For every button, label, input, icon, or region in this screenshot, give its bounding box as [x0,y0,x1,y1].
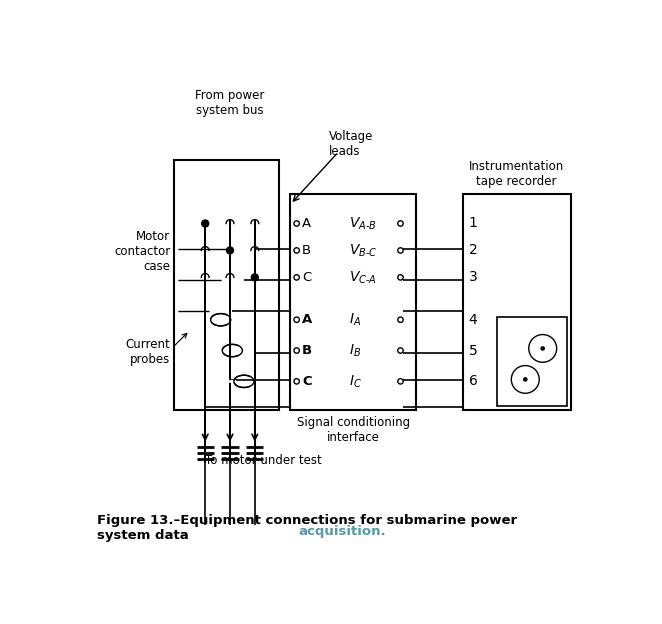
Bar [463,194,571,410]
Text: 3: 3 [469,270,477,285]
Bar [291,194,416,410]
Circle shape [398,275,403,280]
Text: acquisition.: acquisition. [298,525,386,539]
Circle shape [294,248,299,253]
Text: Instrumentation
tape recorder: Instrumentation tape recorder [469,160,565,188]
Text: B: B [302,344,312,357]
Text: 6: 6 [469,374,477,388]
Bar [497,318,567,406]
Circle shape [294,275,299,280]
Text: 2: 2 [469,243,477,258]
Circle shape [398,348,403,353]
Text: B: B [302,244,311,257]
Text: $V_{A\text{-}B}$: $V_{A\text{-}B}$ [349,215,376,232]
Text: $V_{B\text{-}C}$: $V_{B\text{-}C}$ [349,242,377,258]
Text: Signal conditioning
interface: Signal conditioning interface [297,416,410,444]
Text: Motor
contactor
case: Motor contactor case [114,230,170,273]
Text: $V_{C\text{-}A}$: $V_{C\text{-}A}$ [349,269,377,286]
Circle shape [252,274,258,281]
Circle shape [523,377,528,382]
Bar [174,160,279,410]
Text: $I_C$: $I_C$ [349,373,361,389]
Text: Figure 13.–Equipment connections for submarine power
system data: Figure 13.–Equipment connections for sub… [97,514,517,542]
Circle shape [294,348,299,353]
Text: C: C [302,271,311,284]
Text: To motor under test: To motor under test [205,454,322,467]
Circle shape [226,247,234,254]
Text: Voltage
leads: Voltage leads [329,130,373,158]
Circle shape [294,221,299,226]
Text: A: A [302,313,312,326]
Text: C: C [302,375,312,388]
Circle shape [202,220,209,227]
Text: 4: 4 [469,313,477,327]
Circle shape [398,379,403,384]
Circle shape [540,346,545,351]
Circle shape [398,221,403,226]
Circle shape [398,317,403,323]
Circle shape [398,248,403,253]
Text: From power
system bus: From power system bus [195,89,265,117]
Text: Current
probes: Current probes [126,338,170,366]
Text: $I_B$: $I_B$ [349,343,361,359]
Text: A: A [302,217,311,230]
Text: 5: 5 [469,344,477,358]
Circle shape [294,317,299,323]
Circle shape [294,379,299,384]
Text: 1: 1 [469,217,477,230]
Text: $I_A$: $I_A$ [349,311,361,328]
